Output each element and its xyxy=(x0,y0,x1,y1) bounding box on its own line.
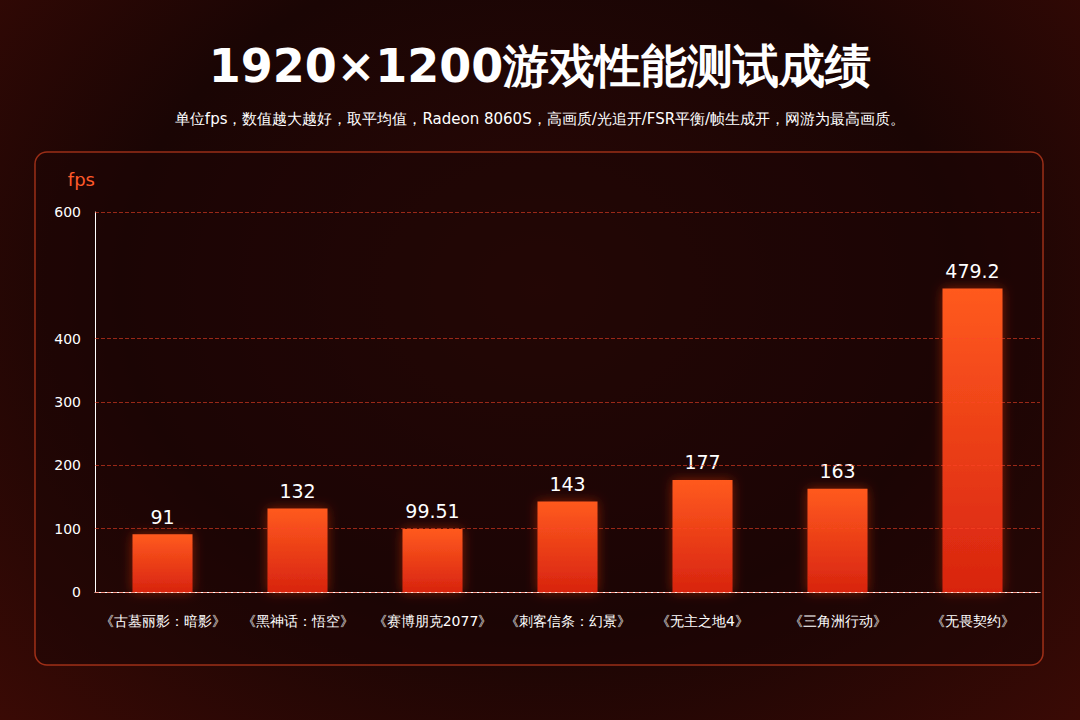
svg-text:《无畏契约》: 《无畏契约》 xyxy=(931,613,1015,629)
svg-text:99.51: 99.51 xyxy=(405,500,459,522)
svg-text:100: 100 xyxy=(54,521,81,537)
svg-text:163: 163 xyxy=(819,460,855,482)
svg-text:143: 143 xyxy=(549,473,585,495)
svg-text:0: 0 xyxy=(72,584,81,600)
svg-text:《三角洲行动》: 《三角洲行动》 xyxy=(789,613,887,629)
svg-text:177: 177 xyxy=(684,451,720,473)
svg-text:200: 200 xyxy=(54,457,81,473)
svg-text:fps: fps xyxy=(68,169,95,190)
svg-text:《赛博朋克2077》: 《赛博朋克2077》 xyxy=(373,613,493,629)
svg-text:《古墓丽影：暗影》: 《古墓丽影：暗影》 xyxy=(100,613,226,629)
svg-text:300: 300 xyxy=(54,394,81,410)
svg-text:132: 132 xyxy=(279,480,315,502)
svg-text:1920×1200游戏性能测试成绩: 1920×1200游戏性能测试成绩 xyxy=(209,39,872,93)
svg-text:600: 600 xyxy=(54,204,81,220)
svg-text:91: 91 xyxy=(150,506,174,528)
svg-text:《刺客信条：幻景》: 《刺客信条：幻景》 xyxy=(505,613,631,629)
svg-text:《无主之地4》: 《无主之地4》 xyxy=(656,613,749,629)
svg-text:479.2: 479.2 xyxy=(945,260,999,282)
svg-text:单位fps，数值越大越好，取平均值，Radeon 8060S: 单位fps，数值越大越好，取平均值，Radeon 8060S，高画质/光追开/F… xyxy=(175,110,905,128)
svg-text:400: 400 xyxy=(54,331,81,347)
svg-text:《黑神话：悟空》: 《黑神话：悟空》 xyxy=(242,613,354,629)
